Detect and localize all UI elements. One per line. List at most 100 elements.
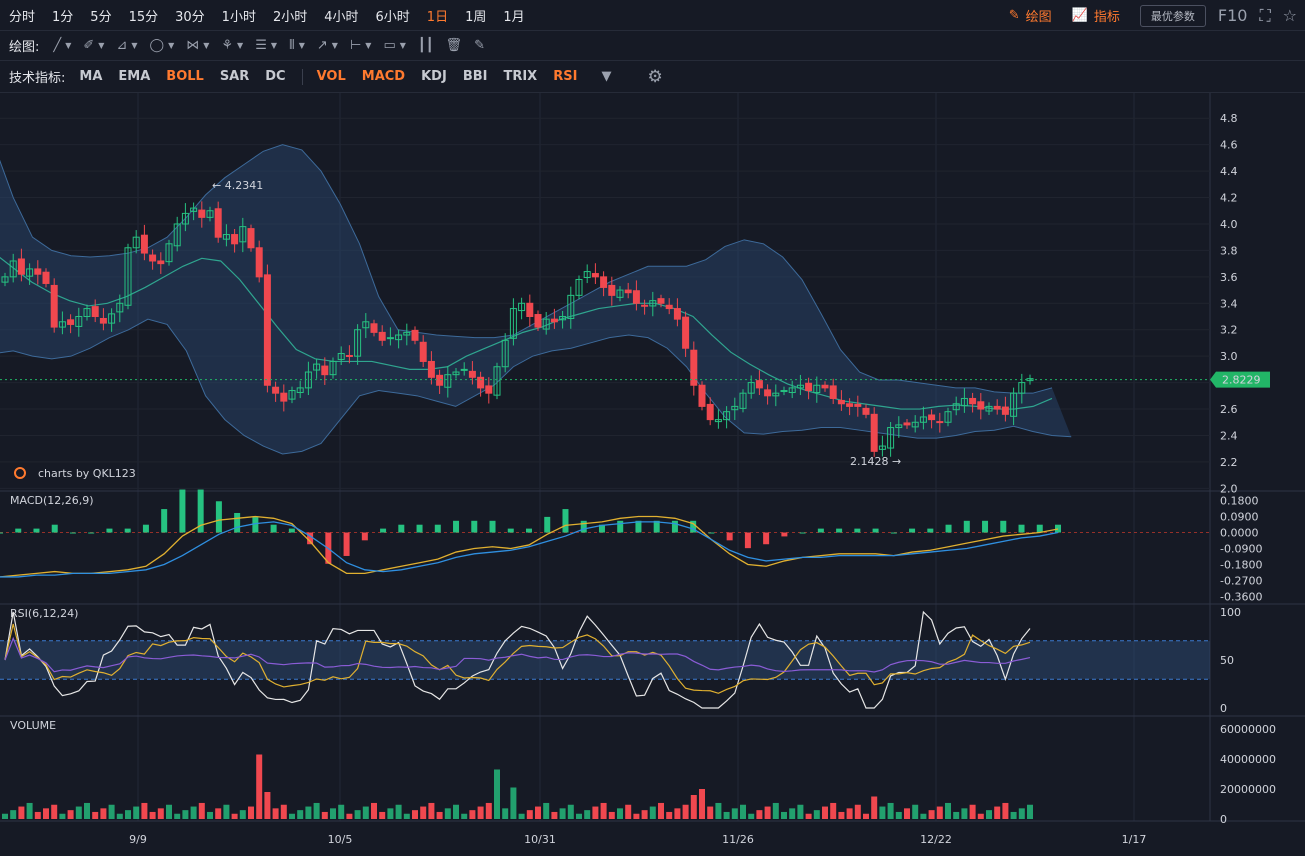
chevron-down-icon: ▼ — [237, 41, 244, 50]
macd-histogram-bar — [580, 520, 587, 533]
macd-tick: -0.2700 — [1220, 574, 1262, 587]
f10-button[interactable]: F10 — [1217, 6, 1248, 25]
volume-bar — [395, 804, 402, 819]
candle-body — [493, 366, 501, 396]
right-controls: ✎ 绘图 📈 指标 最优参数 F10 ⛶ ☆ — [989, 0, 1297, 31]
candle-body — [887, 427, 895, 449]
volume-bar — [1027, 804, 1033, 819]
drawing-label: 绘图: — [9, 40, 40, 55]
period-3[interactable]: 15分 — [128, 9, 159, 25]
volume-bar — [92, 811, 99, 819]
period-1[interactable]: 1分 — [52, 9, 74, 25]
fullscreen-icon[interactable]: ⛶ — [1259, 5, 1271, 25]
indicator-rsi[interactable]: RSI — [553, 69, 578, 84]
candle-body — [518, 302, 526, 312]
volume-bar — [715, 802, 722, 819]
period-9[interactable]: 1日 — [426, 9, 449, 25]
volume-bar — [789, 808, 796, 819]
chevron-down-icon: ▼ — [270, 41, 277, 50]
indicator-button[interactable]: 📈 指标 — [1071, 8, 1120, 25]
drawing-toolbar: 绘图: ╱ ▼ ✐ ▼ ⊿ ▼ ◯ ▼ ⋈ ▼ ⚘ ▼ ☰ ▼ ⦀ ▼ ↗ ▼ ⊢ ▼ ▭ ▼ ┃┃ 🗑 ✎ — [0, 31, 1305, 61]
chart-area[interactable]: 4.84.64.44.24.03.83.63.43.23.02.82.62.42… — [0, 93, 1305, 856]
candle-body — [788, 387, 796, 394]
volume-bar — [748, 813, 755, 819]
rsi-title: RSI(6,12,24) — [10, 607, 78, 620]
period-11[interactable]: 1月 — [503, 9, 525, 25]
indicator-sar[interactable]: SAR — [219, 69, 250, 84]
arrow-tool-icon[interactable]: ↗ ▼ — [316, 38, 338, 53]
star-icon[interactable]: ☆ — [1282, 6, 1297, 25]
comment-tool-icon[interactable]: ▭ ▼ — [383, 38, 406, 53]
macd-histogram-bar — [1055, 524, 1061, 533]
indicator-bbi[interactable]: BBI — [462, 69, 488, 84]
volume-bar — [289, 813, 295, 819]
optimal-params-button[interactable]: 最优参数 — [1139, 4, 1206, 27]
indicator-ma[interactable]: MA — [79, 69, 103, 84]
chevron-down-icon: ▼ — [365, 41, 372, 50]
candle-body — [616, 289, 624, 298]
volume-bar — [576, 813, 582, 819]
indicator-trix[interactable]: TRIX — [503, 69, 538, 84]
period-0[interactable]: 分时 — [9, 9, 36, 25]
volume-bar — [928, 810, 935, 819]
gann-tool-icon[interactable]: ⚘ ▼ — [221, 38, 244, 53]
chevron-down-icon: ▼ — [131, 41, 138, 50]
indicator-vol[interactable]: VOL — [316, 69, 346, 84]
indicator-macd[interactable]: MACD — [361, 69, 406, 84]
channel-tool-icon[interactable]: ⊿ ▼ — [116, 38, 138, 53]
macd-histogram-bar — [489, 520, 496, 533]
low-label: 2.1428 → — [850, 455, 901, 468]
indicator-dc[interactable]: DC — [265, 69, 286, 84]
period-10[interactable]: 1周 — [465, 9, 487, 25]
volume-bar — [248, 806, 254, 819]
period-8[interactable]: 6小时 — [375, 9, 410, 25]
volume-bar — [166, 804, 172, 819]
macd-histogram-bar — [0, 532, 3, 534]
chevron-down-icon: ▼ — [168, 41, 175, 50]
candle-body — [936, 421, 944, 424]
draw-button[interactable]: ✎ 绘图 — [1008, 8, 1052, 25]
candles-tool-icon[interactable]: ┃┃ — [417, 38, 434, 53]
gear-icon[interactable]: ⚙ — [647, 66, 663, 87]
volume-bar — [133, 806, 140, 819]
volume-bar — [1010, 811, 1017, 819]
fib-tool-icon[interactable]: ☰ ▼ — [255, 38, 277, 53]
indicator-ema[interactable]: EMA — [118, 69, 151, 84]
period-2[interactable]: 5分 — [90, 9, 112, 25]
period-7[interactable]: 4小时 — [324, 9, 359, 25]
candle-body — [362, 321, 370, 329]
price-tick: 3.6 — [1220, 271, 1238, 284]
candle-body — [993, 405, 1001, 410]
measure-tool-icon[interactable]: ⊢ ▼ — [349, 38, 372, 53]
period-6[interactable]: 2小时 — [272, 9, 308, 25]
candle-body — [108, 313, 116, 324]
candle-body — [550, 318, 558, 323]
line-tool-icon[interactable]: ╱ ▼ — [53, 38, 72, 53]
grid-tool-icon[interactable]: ⦀ ▼ — [289, 38, 305, 53]
candle-body — [157, 260, 165, 265]
shape-tool-icon[interactable]: ◯ ▼ — [149, 38, 175, 53]
macd-tick: 0.0900 — [1220, 511, 1259, 524]
trash-icon[interactable]: 🗑 — [445, 38, 463, 53]
period-5[interactable]: 1小时 — [221, 9, 256, 25]
candle-body — [247, 228, 255, 249]
volume-bar — [321, 811, 328, 819]
period-4[interactable]: 30分 — [175, 9, 205, 25]
chart-line-icon: 📈 — [1071, 8, 1088, 23]
indicator-label: 技术指标: — [9, 71, 66, 86]
lock-icon[interactable]: ✎ — [474, 38, 485, 53]
more-indicators-icon[interactable]: ▼ — [601, 69, 612, 84]
volume-bar — [379, 811, 386, 819]
indicator-boll[interactable]: BOLL — [166, 69, 204, 84]
macd-histogram-bar — [124, 528, 131, 533]
candle-body — [780, 390, 788, 393]
candle-body — [42, 271, 50, 284]
macd-histogram-bar — [161, 509, 168, 533]
high-label: ← 4.2341 — [212, 179, 263, 192]
indicator-kdj[interactable]: KDJ — [421, 69, 447, 84]
pattern-tool-icon[interactable]: ⋈ ▼ — [186, 38, 210, 53]
volume-bar — [895, 811, 902, 819]
pen-tool-icon[interactable]: ✐ ▼ — [83, 38, 105, 53]
candle-body — [731, 405, 739, 411]
macd-histogram-bar — [1036, 524, 1043, 533]
